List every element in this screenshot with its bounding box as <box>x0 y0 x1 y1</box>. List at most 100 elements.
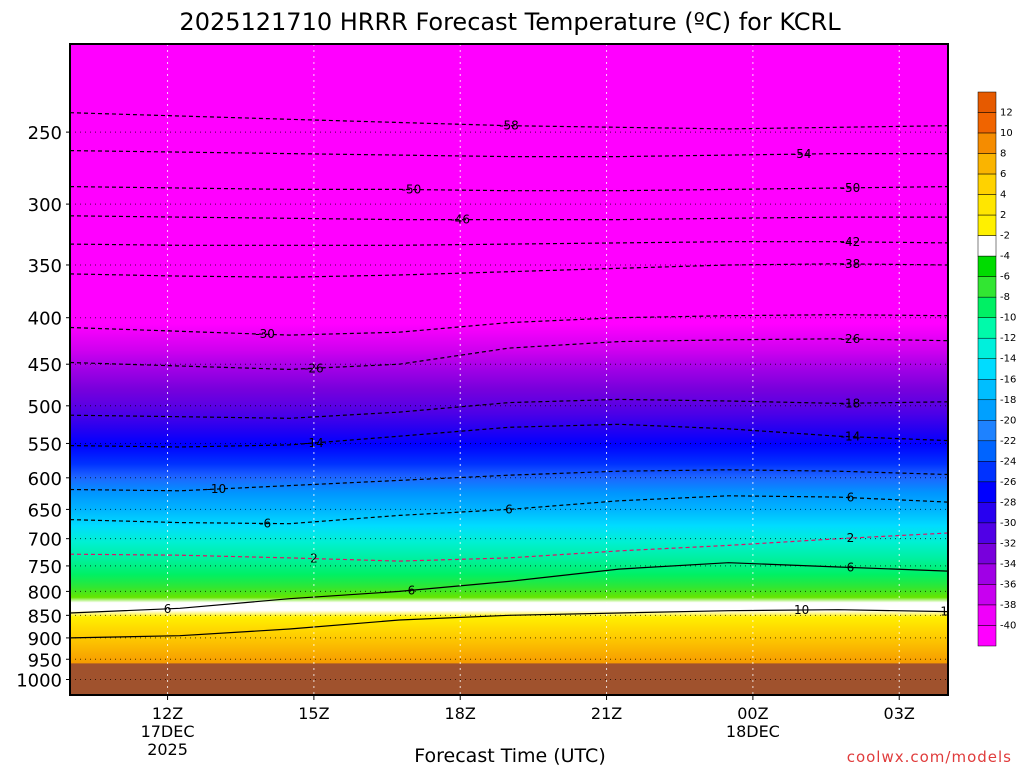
contour-label: -26 <box>841 332 861 346</box>
source-credit: coolwx.com/models <box>847 748 1012 766</box>
colorbar-label: -38 <box>1000 600 1016 611</box>
y-tick-label: 250 <box>28 123 62 144</box>
colorbar-swatch <box>977 604 997 626</box>
x-tick-label: 00Z 18DEC <box>726 704 780 741</box>
colorbar-swatch <box>977 337 997 359</box>
colorbar-label: 6 <box>1000 169 1006 180</box>
contour-line <box>70 215 948 221</box>
contour-line <box>70 186 948 192</box>
contour-line <box>70 241 948 246</box>
colorbar-swatch <box>977 317 997 339</box>
colorbar-swatch <box>977 399 997 421</box>
colorbar-swatch <box>977 440 997 462</box>
contour-label: 10 <box>940 605 955 619</box>
colorbar-swatch <box>977 502 997 524</box>
colorbar-label: 12 <box>1000 108 1013 119</box>
colorbar-label: -34 <box>1000 559 1016 570</box>
y-tick-label: 550 <box>28 434 62 455</box>
colorbar-label: -24 <box>1000 456 1016 467</box>
below-ground-area <box>70 663 948 695</box>
colorbar-swatch <box>977 214 997 236</box>
colorbar-swatch <box>977 173 997 195</box>
contour-label: -42 <box>841 235 861 249</box>
colorbar-label: -36 <box>1000 579 1016 590</box>
colorbar-label: -22 <box>1000 436 1016 447</box>
contour-label: -30 <box>255 327 275 341</box>
y-tick-label: 300 <box>28 195 62 216</box>
colorbar-label: 8 <box>1000 149 1006 160</box>
colorbar-label: -16 <box>1000 374 1016 385</box>
contour-line <box>70 263 948 278</box>
contour-label: 10 <box>794 603 809 617</box>
plot-area: -58-54-50 -50-46-42-38-30-26-26-18-14 -14-… <box>16 43 955 759</box>
y-tick-label: 600 <box>28 469 62 490</box>
y-tick-label: 400 <box>28 309 62 330</box>
y-tick-label: 750 <box>28 557 62 578</box>
y-tick-label: 650 <box>28 500 62 521</box>
contour-label: 6 <box>847 491 855 505</box>
colorbar-swatch <box>977 235 997 257</box>
contour-label: 6 <box>408 583 416 597</box>
colorbar-swatch <box>977 153 997 175</box>
colorbar-label: 2 <box>1000 210 1006 221</box>
colorbar-swatch <box>977 112 997 134</box>
contour-label: -58 <box>499 119 519 133</box>
plot-frame <box>69 43 949 696</box>
x-tick-label: 15Z <box>298 704 329 723</box>
y-tick-label: 950 <box>28 650 62 671</box>
colorbar-swatch <box>977 563 997 585</box>
colorbar-label: -8 <box>1000 292 1010 303</box>
colorbar-label: -14 <box>1000 354 1016 365</box>
colorbar-swatch <box>977 543 997 565</box>
y-tick-label: 450 <box>28 355 62 376</box>
contour-line <box>70 609 948 639</box>
contour-label: -10 <box>207 482 227 496</box>
colorbar-label: -20 <box>1000 415 1016 426</box>
contour-line <box>70 562 948 614</box>
colorbar-swatch <box>977 276 997 298</box>
colorbar-label: -26 <box>1000 477 1016 488</box>
colorbar-label: -2 <box>1000 231 1010 242</box>
y-tick-label: 700 <box>28 530 62 551</box>
contour-label: 2 <box>310 552 318 566</box>
contour-label: -6 <box>259 516 271 530</box>
colorbar-swatch <box>977 358 997 380</box>
colorbar-swatch <box>977 194 997 216</box>
x-tick-label: 12Z 17DEC 2025 <box>141 704 195 759</box>
colorbar-swatch <box>977 461 997 483</box>
x-tick-label: 21Z <box>591 704 622 723</box>
contour-label: -50 <box>402 183 422 197</box>
colorbar-swatch <box>977 255 997 277</box>
contour-line <box>70 150 948 158</box>
colorbar-swatch <box>977 91 997 113</box>
colorbar-swatch <box>977 379 997 401</box>
x-tick-label: 03Z <box>884 704 915 723</box>
contour-label: -54 <box>792 147 812 161</box>
contour-label: -18 <box>841 396 861 410</box>
contour-label: -14 <box>841 430 861 444</box>
colorbar-swatch <box>977 522 997 544</box>
contour-label: 2 <box>847 531 855 545</box>
colorbar-swatch <box>977 625 997 647</box>
colorbar-swatch <box>977 481 997 503</box>
contour-label: 6 <box>505 502 513 516</box>
colorbar-label: -40 <box>1000 620 1016 631</box>
colorbar-label: 4 <box>1000 190 1006 201</box>
colorbar-label: -30 <box>1000 518 1016 529</box>
colorbar-label: -18 <box>1000 395 1016 406</box>
colorbar-label: -12 <box>1000 333 1016 344</box>
y-tick-label: 900 <box>28 629 62 650</box>
colorbar-swatch <box>977 132 997 154</box>
x-tick-label: 18Z <box>445 704 476 723</box>
contour-label: -38 <box>841 257 861 271</box>
y-tick-label: 350 <box>28 256 62 277</box>
y-tick-label: 500 <box>28 397 62 418</box>
colorbar-swatch <box>977 584 997 606</box>
colorbar-label: 10 <box>1000 128 1013 139</box>
contour-label: 6 <box>847 560 855 574</box>
colorbar-label: -32 <box>1000 538 1016 549</box>
contour-line <box>70 112 948 130</box>
colorbar-label: -28 <box>1000 497 1016 508</box>
y-tick-label: 850 <box>28 606 62 627</box>
